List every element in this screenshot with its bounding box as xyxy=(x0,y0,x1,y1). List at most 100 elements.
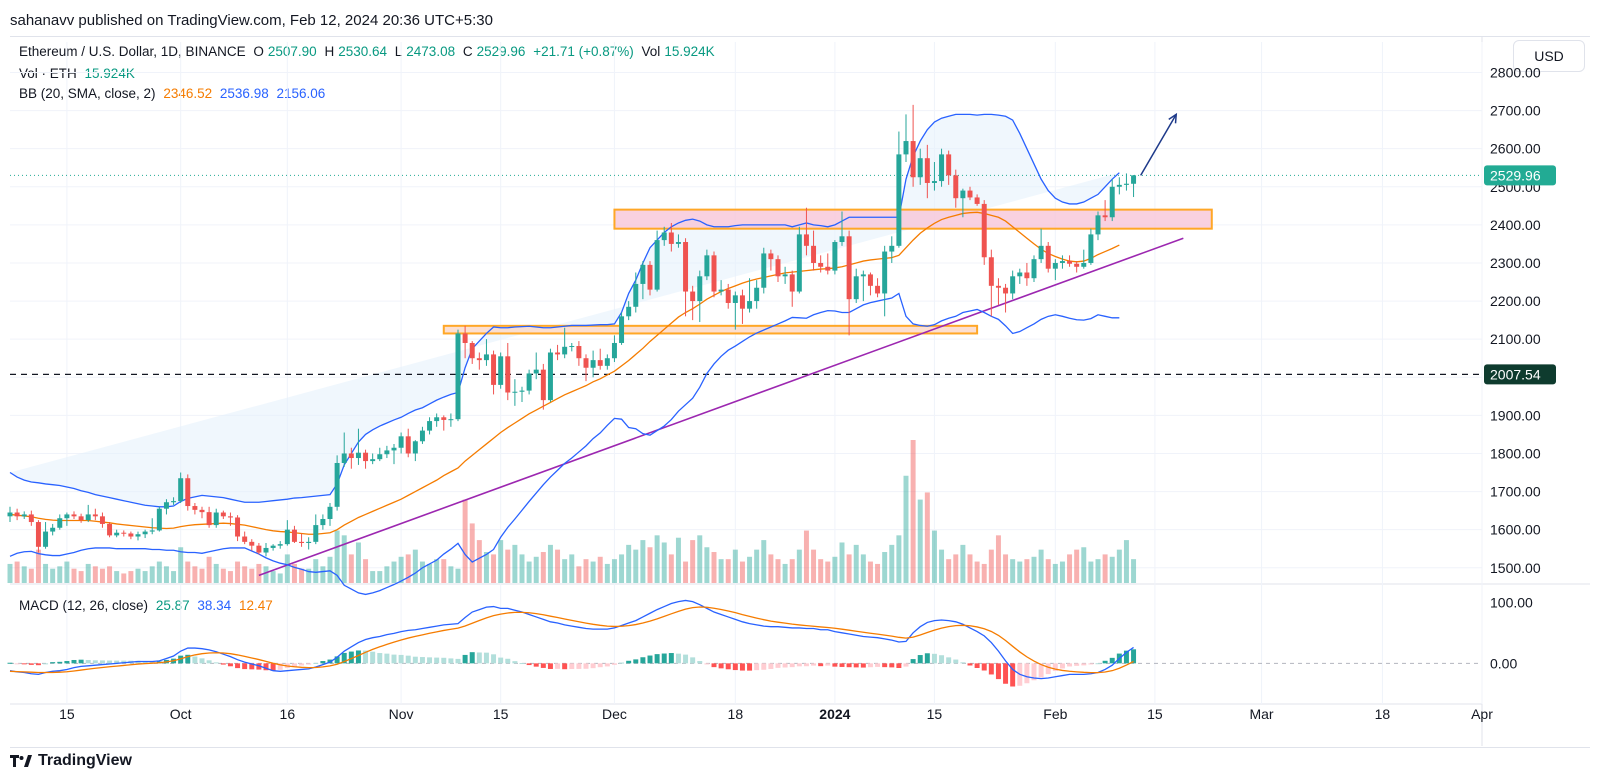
macd-histogram-bar xyxy=(519,663,525,665)
volume-bar xyxy=(220,568,226,583)
high-label: H xyxy=(324,44,335,59)
candle-body xyxy=(327,506,333,519)
volume-bar xyxy=(334,530,340,583)
candle-body xyxy=(64,514,70,519)
candle-body xyxy=(1010,276,1016,294)
candle-body xyxy=(313,525,319,542)
volume-bar xyxy=(882,552,888,583)
macd-histogram-bar xyxy=(220,663,226,665)
candle-body xyxy=(412,441,418,454)
candle-body xyxy=(220,512,226,517)
bollinger-label[interactable]: BB (20, SMA, close, 2) xyxy=(19,86,156,101)
volume-bar xyxy=(547,544,553,583)
candle-body xyxy=(789,274,795,292)
macd-histogram-bar xyxy=(64,661,70,664)
macd-histogram-bar xyxy=(739,663,745,671)
volume-bar xyxy=(199,568,205,583)
volume-bar xyxy=(270,571,276,583)
candle-body xyxy=(818,262,824,267)
macd-histogram-bar xyxy=(867,663,873,668)
volume-value: 15.924K xyxy=(664,44,715,59)
candle-body xyxy=(732,295,738,303)
volume-bar xyxy=(483,552,489,583)
candle-body xyxy=(1088,234,1094,263)
volume-bar xyxy=(462,499,468,583)
macd-histogram-bar xyxy=(704,663,710,665)
time-tick-label: 15 xyxy=(59,706,75,722)
macd-histogram-bar xyxy=(1052,663,1058,671)
macd-histogram-bar xyxy=(761,663,767,670)
volume-bar xyxy=(14,561,20,583)
macd-tick-label: 100.00 xyxy=(1490,594,1533,610)
low-value: 2473.08 xyxy=(406,44,456,59)
volume-bar xyxy=(697,535,703,583)
macd-histogram-bar xyxy=(405,655,411,664)
symbol-title[interactable]: Ethereum / U.S. Dollar, 1D, BINANCE xyxy=(19,44,246,59)
volume-bar xyxy=(427,563,433,583)
macd-histogram-bar xyxy=(619,662,625,664)
candle-body xyxy=(924,158,930,183)
volume-bar xyxy=(768,554,774,583)
volume-label: Vol xyxy=(641,44,661,59)
volume-bar xyxy=(263,566,269,583)
volume-bar xyxy=(448,566,454,583)
volume-row-label[interactable]: Vol · ETH xyxy=(19,66,77,81)
volume-bar xyxy=(953,554,959,583)
macd-histogram-bar xyxy=(299,663,305,666)
macd-histogram-bar xyxy=(796,663,802,667)
macd-histogram-bar xyxy=(334,656,340,664)
macd-histogram-bar xyxy=(974,663,980,668)
volume-bar xyxy=(149,566,155,583)
candle-body xyxy=(775,259,781,277)
volume-bar xyxy=(519,554,525,583)
volume-bar xyxy=(227,571,233,583)
macd-histogram-bar xyxy=(939,655,945,664)
candle-body xyxy=(839,236,845,243)
macd-histogram-bar xyxy=(85,659,91,664)
price-tick-label: 2100.00 xyxy=(1490,331,1541,347)
macd-histogram-bar xyxy=(747,663,753,671)
macd-label[interactable]: MACD (12, 26, close) xyxy=(19,598,149,613)
macd-histogram-bar xyxy=(626,660,632,664)
candle-body xyxy=(903,141,909,155)
candle-body xyxy=(370,459,376,462)
volume-bar xyxy=(1095,559,1101,583)
candle-body xyxy=(910,141,916,178)
macd-histogram-bar xyxy=(775,663,781,668)
bollinger-upper-line xyxy=(9,113,1120,508)
candle-body xyxy=(405,436,411,454)
volume-bar xyxy=(633,549,639,583)
volume-bar xyxy=(761,540,767,583)
volume-legend: Vol · ETH 15.924K xyxy=(19,66,139,81)
macd-histogram-bar xyxy=(398,654,404,664)
volume-bar xyxy=(21,566,27,583)
volume-bar xyxy=(1024,559,1030,583)
macd-histogram-bar xyxy=(370,651,376,664)
candle-body xyxy=(341,453,347,463)
volume-bar xyxy=(718,559,724,583)
macd-histogram-bar xyxy=(960,662,966,664)
tradingview-footer[interactable]: TradingView xyxy=(10,752,132,770)
change-value: +21.71 (+0.87%) xyxy=(533,44,634,59)
candle-body xyxy=(277,544,283,546)
candle-body xyxy=(640,264,646,284)
macd-histogram-bar xyxy=(483,652,489,664)
price-tick-label: 2200.00 xyxy=(1490,293,1541,309)
candle-body xyxy=(427,421,433,431)
currency-button[interactable]: USD xyxy=(1513,40,1585,72)
volume-bar xyxy=(661,542,667,583)
macd-histogram-bar xyxy=(1024,663,1030,684)
candle-body xyxy=(206,512,212,526)
time-tick-label: 15 xyxy=(927,706,943,722)
volume-bar xyxy=(299,568,305,583)
candle-body xyxy=(896,154,902,246)
volume-bar xyxy=(64,561,70,583)
macd-histogram-bar xyxy=(569,663,575,670)
macd-histogram-bar xyxy=(462,654,468,664)
macd-histogram-bar xyxy=(441,657,447,664)
volume-bar xyxy=(782,563,788,583)
open-value: 2507.90 xyxy=(267,44,317,59)
candle-body xyxy=(363,452,369,462)
macd-histogram-bar xyxy=(7,662,13,664)
